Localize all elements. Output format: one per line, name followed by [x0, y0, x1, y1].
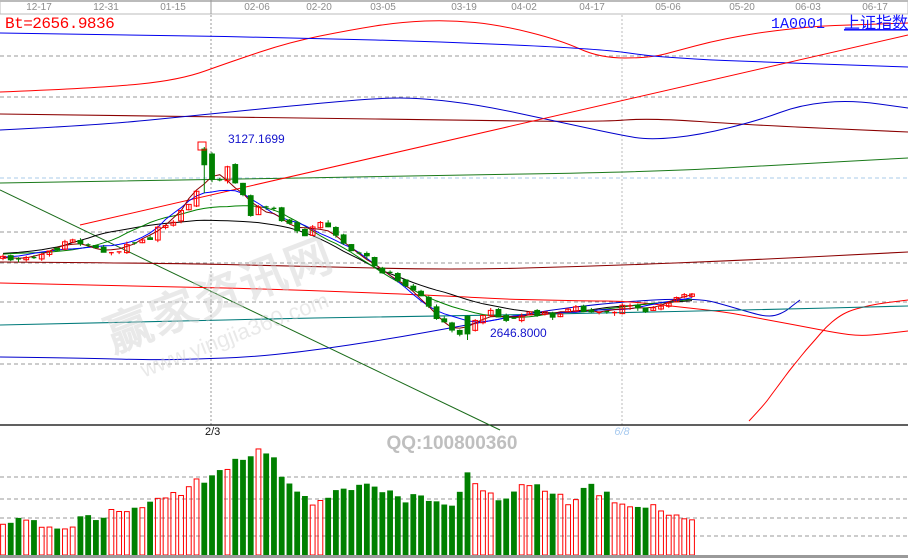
svg-text:04-17: 04-17: [579, 2, 605, 13]
svg-text:12-17: 12-17: [26, 2, 52, 13]
svg-text:Bt=2656.9836: Bt=2656.9836: [5, 15, 114, 33]
svg-text:03-05: 03-05: [370, 2, 396, 13]
svg-text:上证指数: 上证指数: [844, 14, 908, 32]
svg-text:3127.1699: 3127.1699: [228, 132, 285, 146]
svg-text:03-19: 03-19: [451, 2, 477, 13]
svg-text:02-06: 02-06: [244, 2, 270, 13]
svg-text:1A0001: 1A0001: [771, 16, 825, 33]
svg-text:02-20: 02-20: [306, 2, 332, 13]
svg-text:6/8: 6/8: [614, 426, 630, 438]
svg-text:12-31: 12-31: [93, 2, 119, 13]
svg-text:06-17: 06-17: [862, 2, 888, 13]
svg-text:04-02: 04-02: [511, 2, 537, 13]
svg-text:QQ:100800360: QQ:100800360: [387, 433, 518, 454]
svg-text:01-15: 01-15: [160, 2, 186, 13]
svg-text:2/3: 2/3: [205, 426, 220, 438]
svg-text:05-06: 05-06: [655, 2, 681, 13]
svg-text:06-03: 06-03: [795, 2, 821, 13]
svg-text:05-20: 05-20: [729, 2, 755, 13]
svg-text:2646.8000: 2646.8000: [490, 326, 547, 340]
